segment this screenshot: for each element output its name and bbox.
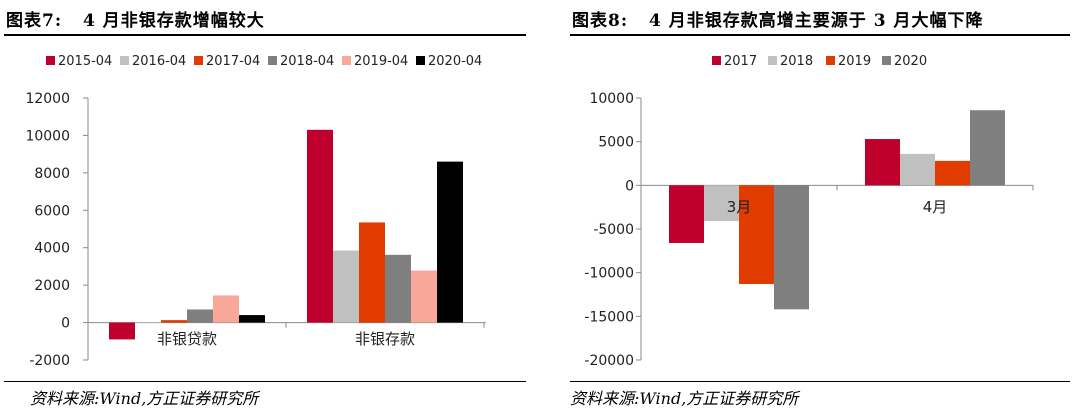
bar bbox=[970, 110, 1005, 186]
y-tick-label: 12000 bbox=[25, 91, 70, 107]
y-tick-label: 4000 bbox=[34, 241, 70, 257]
legend-label: 2018 bbox=[780, 54, 813, 69]
legend-swatch bbox=[194, 56, 203, 65]
bar bbox=[900, 153, 935, 186]
category-label: 非银存款 bbox=[355, 330, 415, 348]
figure-title-text: 4 月非银存款增幅较大 bbox=[83, 11, 265, 31]
bar bbox=[333, 250, 359, 323]
legend-label: 2015-04 bbox=[58, 54, 112, 69]
bar bbox=[359, 222, 385, 323]
legend-swatch bbox=[120, 56, 129, 65]
figure-title-text: 4 月非银存款高增主要源于 3 月大幅下降 bbox=[649, 11, 984, 31]
y-tick-label: -15000 bbox=[584, 309, 634, 325]
chart-panel-left: 图表7: 4 月非银存款增幅较大 2015-04 2016-04 2017-04 20… bbox=[4, 6, 526, 408]
y-tick-label: -2000 bbox=[29, 353, 70, 369]
bar bbox=[187, 309, 213, 323]
source-note: 资料来源:Wind,方正证券研究所 bbox=[570, 389, 799, 408]
legend-swatch bbox=[416, 56, 425, 65]
y-tick-label: 0 bbox=[625, 178, 634, 194]
chart-fig8: 2017 2018 2019 2020 -20000 -15000 -10000 -5000 0… bbox=[584, 54, 1034, 369]
bar bbox=[669, 185, 704, 243]
y-tick-label: 6000 bbox=[34, 203, 70, 219]
legend-swatch bbox=[268, 56, 277, 65]
bar bbox=[704, 185, 739, 222]
bar bbox=[213, 295, 239, 323]
category-label: 非银贷款 bbox=[157, 330, 217, 348]
bottom-rule bbox=[4, 381, 526, 382]
category-label: 3月 bbox=[727, 198, 752, 216]
y-tick-label: 5000 bbox=[598, 135, 634, 151]
bar bbox=[109, 322, 135, 340]
bar bbox=[307, 129, 333, 323]
y-tick-label: -20000 bbox=[584, 353, 634, 369]
source-note: 资料来源:Wind,方正证券研究所 bbox=[30, 389, 259, 408]
bar bbox=[739, 185, 774, 285]
bottom-rule bbox=[570, 381, 1070, 382]
y-tick-label: 0 bbox=[61, 316, 70, 332]
figure-label: 图表7: bbox=[6, 11, 63, 31]
legend-label: 2020 bbox=[894, 54, 927, 69]
legend-label: 2018-04 bbox=[280, 54, 334, 69]
y-tick-label: -10000 bbox=[584, 266, 634, 282]
legend-swatch bbox=[768, 56, 777, 65]
y-tick-label: -5000 bbox=[593, 222, 634, 238]
top-rule bbox=[570, 34, 1070, 36]
bar bbox=[865, 139, 900, 186]
legend-swatch bbox=[342, 56, 351, 65]
chart-panel-right: 图表8: 4 月非银存款高增主要源于 3 月大幅下降 2017 2018 2019 2… bbox=[540, 0, 1080, 418]
chart-fig7: 2015-04 2016-04 2017-04 2018-04 2019-04 2020-… bbox=[25, 54, 486, 369]
legend-label: 2020-04 bbox=[428, 54, 482, 69]
y-tick-label: 8000 bbox=[34, 166, 70, 182]
bar bbox=[935, 160, 970, 186]
y-tick-label: 2000 bbox=[34, 278, 70, 294]
bar bbox=[411, 270, 437, 323]
top-rule bbox=[4, 34, 526, 36]
figure-title: 图表8: 4 月非银存款高增主要源于 3 月大幅下降 bbox=[572, 6, 983, 31]
bar bbox=[135, 322, 161, 324]
bar bbox=[239, 315, 265, 323]
legend-label: 2017 bbox=[724, 54, 757, 69]
legend-label: 2019-04 bbox=[354, 54, 408, 69]
legend-swatch bbox=[882, 56, 891, 65]
legend-swatch bbox=[826, 56, 835, 65]
category-label: 4月 bbox=[923, 198, 948, 216]
legend-label: 2016-04 bbox=[132, 54, 186, 69]
bar bbox=[774, 185, 809, 310]
figure-title: 图表7: 4 月非银存款增幅较大 bbox=[6, 6, 265, 31]
legend-swatch bbox=[712, 56, 721, 65]
y-tick-label: 10000 bbox=[589, 91, 634, 107]
bar bbox=[437, 161, 463, 323]
figure-label: 图表8: bbox=[572, 11, 629, 31]
legend-label: 2017-04 bbox=[206, 54, 260, 69]
bar bbox=[161, 320, 187, 323]
y-tick-label: 10000 bbox=[25, 128, 70, 144]
legend-swatch bbox=[46, 56, 55, 65]
bar bbox=[385, 254, 411, 323]
legend-label: 2019 bbox=[838, 54, 871, 69]
